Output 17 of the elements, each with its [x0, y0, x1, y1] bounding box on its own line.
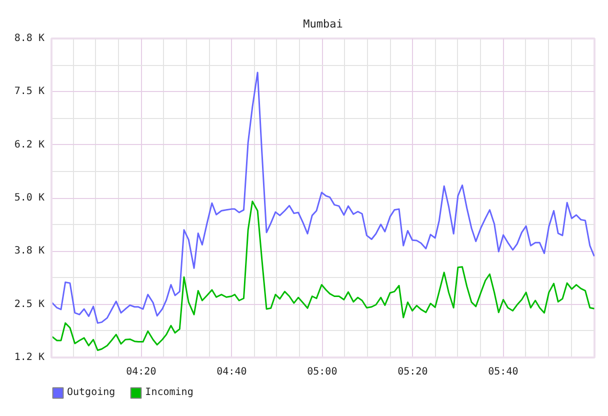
y-tick-label: 2.5 K	[14, 298, 45, 310]
legend-label: Outgoing	[67, 387, 116, 398]
y-tick-label: 8.8 K	[14, 33, 45, 44]
y-tick-label: 5.0 K	[14, 192, 45, 204]
x-tick-label: 05:40	[488, 366, 518, 378]
y-tick-label: 6.2 K	[14, 139, 45, 150]
line-series	[52, 200, 594, 352]
y-tick-label: 1.2 K	[14, 352, 45, 363]
legend-label: Incoming	[145, 387, 194, 398]
y-tick-label: 3.8 K	[14, 246, 45, 257]
x-tick-label: 04:20	[126, 366, 156, 378]
x-tick-label: 05:20	[398, 366, 428, 378]
line-series	[52, 72, 594, 324]
x-tick-label: 05:00	[307, 366, 338, 378]
x-tick-label: 04:40	[216, 366, 247, 378]
chart-title: Mumbai	[303, 18, 343, 30]
y-tick-label: 7.5 K	[14, 86, 45, 98]
